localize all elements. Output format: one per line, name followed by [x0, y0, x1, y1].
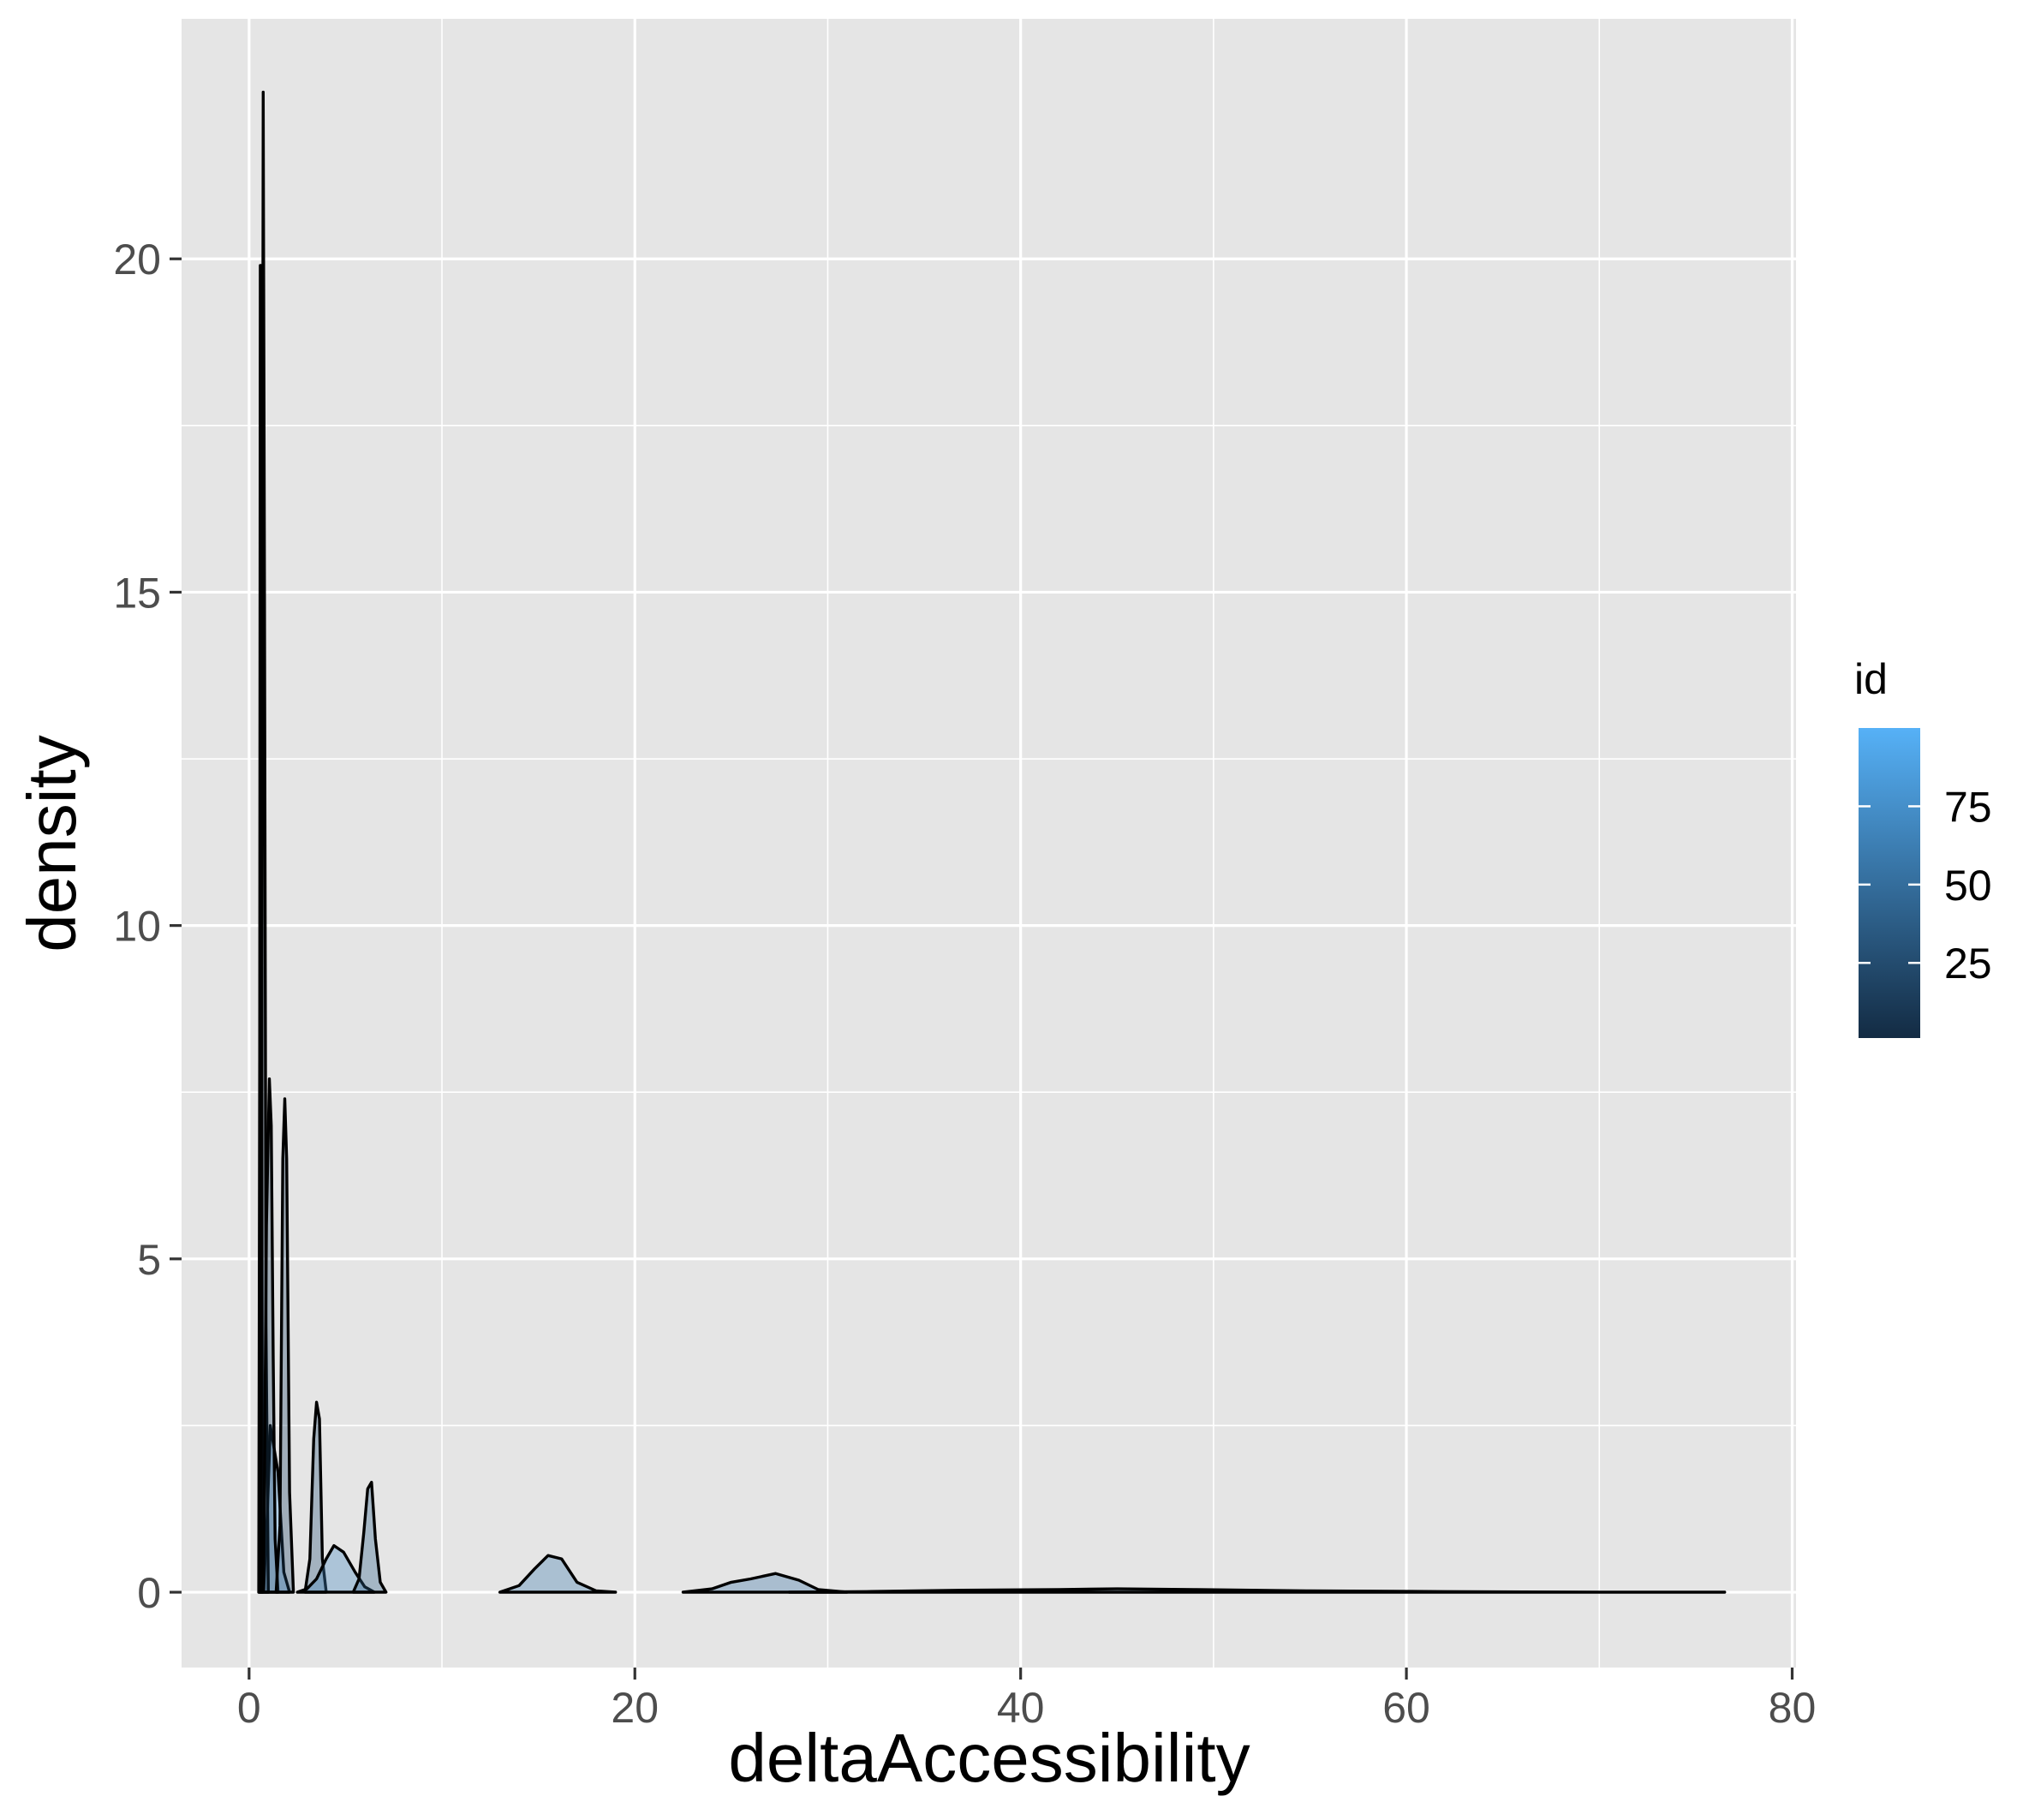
y-tick-label: 5 — [137, 1236, 161, 1284]
legend-title: id — [1854, 655, 1888, 703]
colorbar-label: 75 — [1944, 783, 1992, 831]
x-tick-label: 0 — [237, 1684, 261, 1732]
density-area-5 — [274, 1097, 295, 1594]
colorbar-ticks: 25 50 75 — [1859, 783, 1992, 988]
y-tick-label: 10 — [113, 903, 161, 951]
x-axis: 0 20 40 60 80 — [237, 1668, 1816, 1732]
minor-gridlines — [182, 19, 1796, 1668]
density-area-6 — [303, 1400, 328, 1594]
colorbar-label: 50 — [1944, 862, 1992, 910]
plot-panel — [182, 19, 1796, 1668]
density-area-9 — [498, 1554, 618, 1594]
density-curves — [257, 90, 1727, 1594]
colorbar-label: 25 — [1944, 940, 1992, 988]
y-tick-label: 20 — [113, 236, 161, 283]
x-axis-title: deltaAccessibility — [728, 1720, 1250, 1796]
x-tick-label: 60 — [1382, 1684, 1430, 1732]
colorbar — [1859, 728, 1920, 1038]
legend: id 25 50 75 — [1854, 655, 1992, 1038]
density-area-3 — [257, 90, 270, 1594]
y-axis-title: density — [14, 735, 90, 952]
x-tick-label: 20 — [611, 1684, 659, 1732]
x-tick-label: 40 — [997, 1684, 1045, 1732]
x-tick-label: 80 — [1769, 1684, 1817, 1732]
y-tick-label: 15 — [113, 569, 161, 617]
density-area-7 — [295, 1543, 376, 1594]
y-axis: 0 5 10 15 20 — [113, 236, 182, 1617]
y-tick-label: 0 — [137, 1569, 161, 1617]
density-area-11 — [787, 1587, 1727, 1594]
density-area-8 — [351, 1480, 388, 1594]
